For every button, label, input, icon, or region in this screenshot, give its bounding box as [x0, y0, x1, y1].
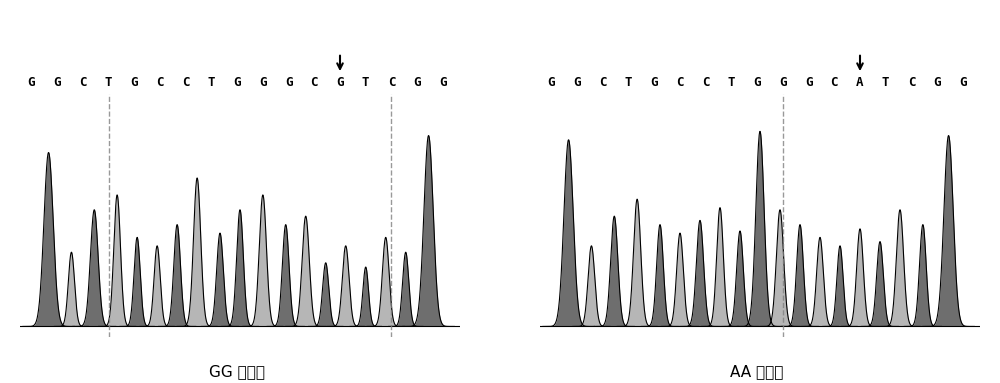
- Text: C: C: [156, 76, 164, 89]
- Text: A: A: [856, 76, 864, 89]
- Text: G: G: [413, 76, 421, 89]
- Text: C: C: [311, 76, 318, 89]
- Text: C: C: [831, 76, 838, 89]
- Text: C: C: [79, 76, 87, 89]
- Text: G: G: [131, 76, 138, 89]
- Text: C: C: [599, 76, 607, 89]
- Text: T: T: [362, 76, 369, 89]
- Text: C: C: [908, 76, 915, 89]
- Text: T: T: [728, 76, 735, 89]
- Text: GG 基因型: GG 基因型: [209, 365, 265, 380]
- Text: G: G: [53, 76, 61, 89]
- Text: G: G: [651, 76, 658, 89]
- Text: T: T: [625, 76, 632, 89]
- Text: AA 基因型: AA 基因型: [730, 365, 784, 380]
- Text: T: T: [105, 76, 112, 89]
- Text: G: G: [28, 76, 35, 89]
- Text: G: G: [548, 76, 555, 89]
- Text: G: G: [285, 76, 292, 89]
- Text: G: G: [805, 76, 812, 89]
- Text: C: C: [676, 76, 684, 89]
- Text: C: C: [702, 76, 709, 89]
- Text: G: G: [259, 76, 267, 89]
- Text: G: G: [573, 76, 581, 89]
- Text: G: G: [753, 76, 761, 89]
- Text: G: G: [779, 76, 787, 89]
- Text: G: G: [933, 76, 941, 89]
- Text: G: G: [959, 76, 967, 89]
- Text: G: G: [336, 76, 344, 89]
- Text: G: G: [233, 76, 241, 89]
- Text: T: T: [208, 76, 215, 89]
- Text: G: G: [439, 76, 447, 89]
- Text: C: C: [182, 76, 189, 89]
- Text: C: C: [388, 76, 395, 89]
- Text: T: T: [882, 76, 889, 89]
